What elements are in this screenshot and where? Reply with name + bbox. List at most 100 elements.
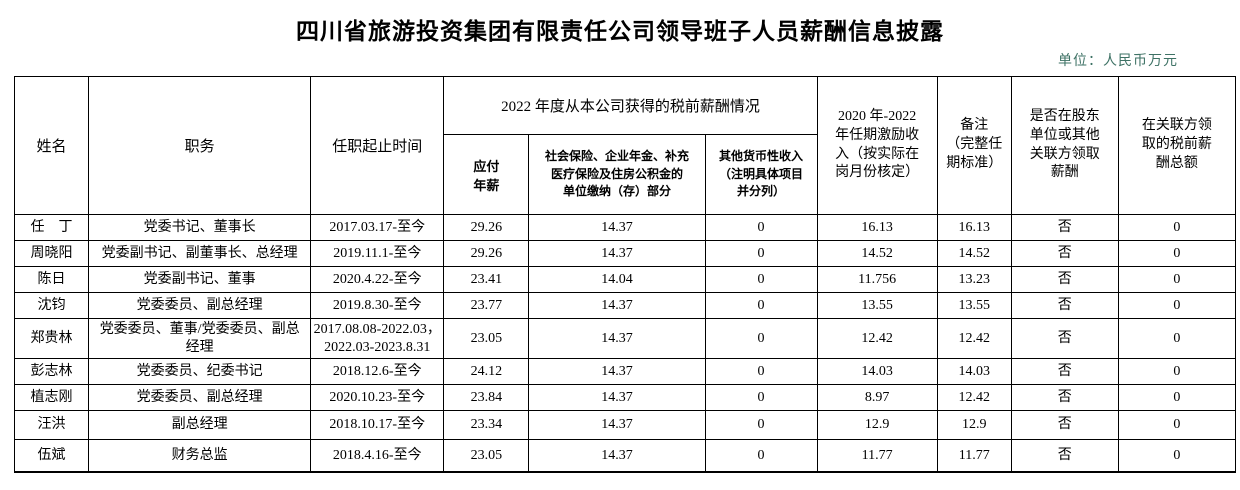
cell-related-total: 0 <box>1117 214 1237 241</box>
cell-term: 2020.4.22-至今 <box>310 266 445 293</box>
cell-related-flag: 否 <box>1010 410 1119 440</box>
header-position: 职务 <box>88 76 312 215</box>
cell-position: 党委委员、副总经理 <box>88 292 312 319</box>
cell-related-flag: 否 <box>1010 292 1119 319</box>
cell-incentive: 11.77 <box>816 439 938 473</box>
header-other-income: 其他货币性收入 （注明具体项目 并分列） <box>704 134 818 215</box>
cell-insurance: 14.04 <box>528 266 706 293</box>
cell-term: 2019.11.1-至今 <box>310 240 445 267</box>
cell-name: 周晓阳 <box>13 240 90 267</box>
cell-remark: 11.77 <box>936 439 1012 473</box>
table-row: 周晓阳 党委副书记、副董事长、总经理 2019.11.1-至今 29.26 14… <box>13 240 1237 267</box>
cell-payable-salary: 23.05 <box>443 318 530 359</box>
cell-incentive: 12.9 <box>816 410 938 440</box>
cell-position: 财务总监 <box>88 439 312 473</box>
header-insurance: 社会保险、企业年金、补充 医疗保险及住房公积金的 单位缴纳（存）部分 <box>528 134 706 215</box>
cell-insurance: 14.37 <box>528 240 706 267</box>
cell-name: 郑贵林 <box>13 318 90 359</box>
cell-other-income: 0 <box>704 384 818 411</box>
cell-related-total: 0 <box>1117 318 1237 359</box>
header-2022-salary-group: 2022 年度从本公司获得的税前薪酬情况 <box>443 76 818 135</box>
header-payable-salary: 应付 年薪 <box>443 134 530 215</box>
table-row: 彭志林 党委委员、纪委书记 2018.12.6-至今 24.12 14.37 0… <box>13 358 1237 385</box>
cell-term: 2019.8.30-至今 <box>310 292 445 319</box>
cell-related-total: 0 <box>1117 266 1237 293</box>
cell-position: 党委副书记、董事 <box>88 266 312 293</box>
cell-position: 副总经理 <box>88 410 312 440</box>
table-body: 任 丁 党委书记、董事长 2017.03.17-至今 29.26 14.37 0… <box>13 214 1237 473</box>
cell-name: 陈日 <box>13 266 90 293</box>
table-header: 姓名 职务 任职起止时间 2022 年度从本公司获得的税前薪酬情况 2020 年… <box>13 76 1237 215</box>
table-row: 陈日 党委副书记、董事 2020.4.22-至今 23.41 14.04 0 1… <box>13 266 1237 293</box>
cell-insurance: 14.37 <box>528 358 706 385</box>
header-remark: 备注 （完整任 期标准） <box>936 76 1012 215</box>
header-term: 任职起止时间 <box>310 76 445 215</box>
cell-position: 党委委员、董事/党委委员、副总 经理 <box>88 318 312 359</box>
cell-position: 党委书记、董事长 <box>88 214 312 241</box>
cell-incentive: 13.55 <box>816 292 938 319</box>
cell-related-total: 0 <box>1117 358 1237 385</box>
cell-payable-salary: 29.26 <box>443 240 530 267</box>
cell-other-income: 0 <box>704 292 818 319</box>
cell-remark: 14.03 <box>936 358 1012 385</box>
table-row: 任 丁 党委书记、董事长 2017.03.17-至今 29.26 14.37 0… <box>13 214 1237 241</box>
salary-disclosure-table: 姓名 职务 任职起止时间 2022 年度从本公司获得的税前薪酬情况 2020 年… <box>13 76 1237 473</box>
cell-related-total: 0 <box>1117 384 1237 411</box>
cell-term: 2018.10.17-至今 <box>310 410 445 440</box>
cell-term: 2017.08.08-2022.03， 2022.03-2023.8.31 <box>310 318 445 359</box>
cell-other-income: 0 <box>704 410 818 440</box>
cell-other-income: 0 <box>704 318 818 359</box>
unit-label: 单位：人民币万元 <box>1058 54 1178 69</box>
cell-related-total: 0 <box>1117 292 1237 319</box>
cell-other-income: 0 <box>704 266 818 293</box>
header-related-pay-flag: 是否在股东 单位或其他 关联方领取 薪酬 <box>1010 76 1119 215</box>
cell-remark: 12.42 <box>936 384 1012 411</box>
cell-payable-salary: 23.34 <box>443 410 530 440</box>
cell-term: 2020.10.23-至今 <box>310 384 445 411</box>
cell-name: 汪洪 <box>13 410 90 440</box>
table-row: 汪洪 副总经理 2018.10.17-至今 23.34 14.37 0 12.9… <box>13 410 1237 440</box>
cell-insurance: 14.37 <box>528 384 706 411</box>
header-row-top: 姓名 职务 任职起止时间 2022 年度从本公司获得的税前薪酬情况 2020 年… <box>13 76 1237 215</box>
header-row-sub: 应付 年薪 社会保险、企业年金、补充 医疗保险及住房公积金的 单位缴纳（存）部分… <box>15 134 1236 215</box>
cell-other-income: 0 <box>704 358 818 385</box>
cell-insurance: 14.37 <box>528 292 706 319</box>
cell-related-flag: 否 <box>1010 358 1119 385</box>
page-title: 四川省旅游投资集团有限责任公司领导班子人员薪酬信息披露 <box>296 18 944 44</box>
cell-position: 党委副书记、副董事长、总经理 <box>88 240 312 267</box>
cell-incentive: 16.13 <box>816 214 938 241</box>
cell-name: 伍斌 <box>13 439 90 473</box>
header-incentive-income: 2020 年-2022 年任期激励收 入（按实际在 岗月份核定） <box>816 76 938 215</box>
cell-payable-salary: 23.84 <box>443 384 530 411</box>
table-row: 郑贵林 党委委员、董事/党委委员、副总 经理 2017.08.08-2022.0… <box>13 318 1237 359</box>
cell-incentive: 14.52 <box>816 240 938 267</box>
table-row: 植志刚 党委委员、副总经理 2020.10.23-至今 23.84 14.37 … <box>13 384 1237 411</box>
cell-remark: 16.13 <box>936 214 1012 241</box>
cell-related-flag: 否 <box>1010 266 1119 293</box>
cell-related-flag: 否 <box>1010 384 1119 411</box>
cell-remark: 14.52 <box>936 240 1012 267</box>
cell-incentive: 8.97 <box>816 384 938 411</box>
table-row: 伍斌 财务总监 2018.4.16-至今 23.05 14.37 0 11.77… <box>13 439 1237 473</box>
header-related-total: 在关联方领 取的税前薪 酬总额 <box>1117 76 1237 215</box>
cell-term: 2018.4.16-至今 <box>310 439 445 473</box>
table-row: 沈钧 党委委员、副总经理 2019.8.30-至今 23.77 14.37 0 … <box>13 292 1237 319</box>
cell-insurance: 14.37 <box>528 439 706 473</box>
cell-remark: 13.55 <box>936 292 1012 319</box>
cell-remark: 12.42 <box>936 318 1012 359</box>
cell-position: 党委委员、纪委书记 <box>88 358 312 385</box>
cell-other-income: 0 <box>704 439 818 473</box>
cell-related-flag: 否 <box>1010 318 1119 359</box>
cell-insurance: 14.37 <box>528 214 706 241</box>
cell-position: 党委委员、副总经理 <box>88 384 312 411</box>
cell-related-flag: 否 <box>1010 214 1119 241</box>
cell-related-total: 0 <box>1117 240 1237 267</box>
cell-incentive: 12.42 <box>816 318 938 359</box>
cell-name: 沈钧 <box>13 292 90 319</box>
cell-incentive: 14.03 <box>816 358 938 385</box>
cell-related-flag: 否 <box>1010 439 1119 473</box>
cell-term: 2017.03.17-至今 <box>310 214 445 241</box>
cell-insurance: 14.37 <box>528 410 706 440</box>
cell-insurance: 14.37 <box>528 318 706 359</box>
